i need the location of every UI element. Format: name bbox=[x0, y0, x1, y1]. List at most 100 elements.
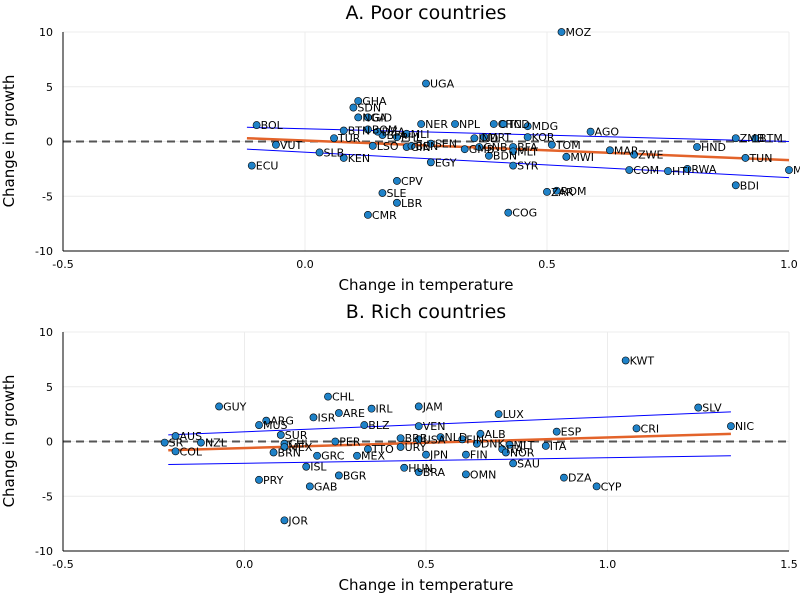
panel-b-point-label: ARG bbox=[270, 415, 294, 428]
panel-b-point-label: ITA bbox=[506, 443, 523, 456]
panel-b-point bbox=[694, 403, 703, 412]
panel-a-point bbox=[547, 140, 556, 149]
panel-a-point-label: PHL bbox=[401, 131, 423, 144]
panel-b-ytick-label: 10 bbox=[39, 326, 53, 339]
panel-a-point-label: IND bbox=[478, 132, 498, 145]
panel-a-point-label: UGA bbox=[430, 77, 455, 90]
panel-a-point bbox=[489, 120, 498, 128]
panel-b-point-label: MUS bbox=[263, 419, 288, 432]
panel-a-point-label: TCD bbox=[506, 118, 529, 131]
panel-a-ci-lower-line bbox=[246, 148, 790, 179]
panel-a-point-label: NER bbox=[425, 118, 448, 131]
panel-b-point-label: NIC bbox=[735, 420, 754, 433]
panel-b-point bbox=[171, 447, 180, 456]
panel-b-point-label: SLV bbox=[702, 402, 722, 415]
panel-b-point bbox=[280, 516, 289, 525]
panel-a-point bbox=[562, 152, 571, 161]
panel-a-point bbox=[504, 208, 513, 217]
panel-a-point bbox=[417, 120, 426, 128]
panel-a-point-label: NPL bbox=[459, 118, 481, 131]
panel-b-xtick-label: -0.5 bbox=[52, 558, 73, 571]
panel-a-point-label: GIN bbox=[411, 141, 431, 154]
panel-b-xlabel: Change in temperature bbox=[339, 576, 514, 594]
panel-a-point-label: BOL bbox=[261, 119, 284, 132]
panel-a-point-label: GMB bbox=[469, 143, 495, 156]
panel-a-xtick-label: 0.5 bbox=[538, 258, 556, 271]
panel-b-point-label: OMN bbox=[470, 468, 496, 481]
panel-b-point bbox=[422, 450, 430, 459]
panel-a-point-label: MMR bbox=[793, 164, 800, 177]
panel-b-point bbox=[509, 459, 518, 468]
panel-b-point bbox=[367, 404, 376, 413]
panel-b-point bbox=[160, 438, 169, 447]
panel-b-point-label: IRL bbox=[376, 403, 394, 416]
panel-b-point-label: ITA bbox=[550, 440, 567, 453]
panel-a-point bbox=[393, 198, 401, 207]
panel-b-fit-line bbox=[168, 432, 731, 452]
panel-b-point-label: BRN bbox=[278, 446, 301, 459]
panel-a-point bbox=[393, 177, 401, 185]
panel-b-point bbox=[305, 482, 314, 491]
panel-b-point-label: GUY bbox=[223, 400, 247, 413]
panel-b-point-label: BGR bbox=[343, 469, 367, 482]
panel-b-point bbox=[462, 470, 470, 479]
panel-a-point-label: SEN bbox=[435, 138, 457, 151]
panel-a-point bbox=[426, 139, 435, 148]
panel-a-point bbox=[272, 140, 280, 149]
panel-b-point bbox=[592, 482, 601, 491]
panel-a-point-label: BDN bbox=[493, 150, 517, 163]
panel-b-ytick-label: 5 bbox=[46, 381, 53, 394]
panel-b-xtick-label: 0.0 bbox=[236, 558, 254, 571]
panel-a-point bbox=[407, 141, 416, 150]
panel-a-point bbox=[499, 120, 508, 128]
panel-b-point bbox=[414, 422, 423, 431]
panel-a-point-label: BOM bbox=[372, 123, 398, 136]
panel-b-point bbox=[621, 356, 630, 365]
panel-a-ytick-label: -10 bbox=[35, 245, 53, 258]
panel-a-ylabel: Change in growth bbox=[0, 75, 18, 208]
panel-b-xtick-label: 1.5 bbox=[780, 558, 798, 571]
panel-a-point bbox=[552, 186, 561, 195]
panel-b-point bbox=[360, 421, 369, 429]
panel-a-ticks: -0.5 0.0 0.5 1.0 -10 -5 0 5 10 bbox=[35, 26, 798, 271]
panel-a-point bbox=[339, 154, 348, 162]
panel-a-point bbox=[470, 134, 479, 143]
panel-b-point bbox=[414, 402, 423, 411]
panel-a-point bbox=[373, 127, 382, 136]
panel-a-point-label: ECU bbox=[256, 160, 279, 173]
panel-a-point bbox=[354, 113, 363, 122]
panel-a-point-label: EGY bbox=[435, 156, 457, 169]
panel-b-point bbox=[353, 451, 361, 460]
panel-a-point bbox=[741, 154, 750, 162]
panel-a-point-label: MLT bbox=[517, 145, 538, 158]
panel-b-point bbox=[458, 435, 467, 444]
panel-a-point-label: NGA bbox=[362, 111, 387, 124]
panel-b-points bbox=[160, 356, 735, 525]
panel-a-point-label: AGO bbox=[595, 126, 620, 139]
panel-rich-countries: B. Rich countries Change in temperature … bbox=[0, 301, 798, 594]
panel-a-point-label: GID bbox=[372, 111, 392, 124]
panel-b-point-label: FIN bbox=[470, 449, 488, 462]
panel-b-point bbox=[552, 427, 561, 436]
panel-b-point bbox=[541, 441, 550, 450]
panel-a-point-label: BTN bbox=[348, 125, 371, 138]
panel-a-point bbox=[523, 122, 532, 131]
panel-a-point-label: MRT bbox=[488, 131, 511, 144]
panel-b-point bbox=[324, 392, 332, 401]
panel-a-point-label: TUN bbox=[748, 152, 772, 165]
panel-a-point-label: BFA bbox=[386, 129, 407, 142]
panel-b-point-label: DNK bbox=[481, 438, 506, 451]
panel-b-point bbox=[400, 463, 409, 472]
panel-a-point bbox=[693, 143, 701, 151]
panel-a-point bbox=[543, 187, 551, 196]
panel-a-point-label: ZMB bbox=[740, 132, 765, 145]
panel-a-point bbox=[523, 133, 532, 142]
panel-a-point bbox=[751, 134, 760, 143]
panel-b-point-label: AUS bbox=[180, 430, 203, 443]
panel-a-point-label: BFA bbox=[517, 141, 538, 154]
panel-a-point-label: LBR bbox=[401, 197, 423, 210]
panel-b-point bbox=[280, 443, 289, 451]
panel-b-point-label: ARE bbox=[343, 407, 365, 420]
panel-b-point-label: URY bbox=[405, 441, 427, 454]
panel-b-point bbox=[255, 475, 263, 484]
